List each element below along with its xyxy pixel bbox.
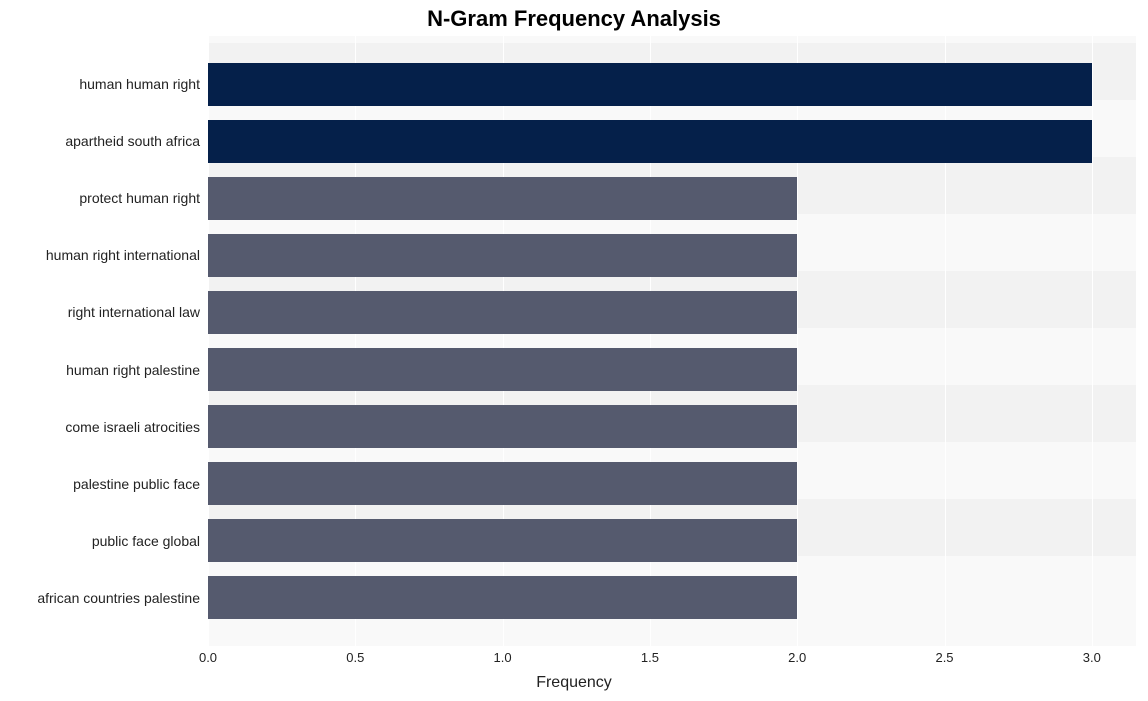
y-tick-label: human human right <box>0 76 200 92</box>
x-tick-label: 2.5 <box>935 650 953 665</box>
x-tick-label: 3.0 <box>1083 650 1101 665</box>
y-tick-label: public face global <box>0 533 200 549</box>
bar <box>208 462 797 506</box>
bar <box>208 63 1092 107</box>
bar <box>208 519 797 563</box>
bar <box>208 291 797 335</box>
bar <box>208 234 797 278</box>
x-tick-label: 1.0 <box>494 650 512 665</box>
y-tick-label: human right palestine <box>0 362 200 378</box>
x-tick-label: 0.0 <box>199 650 217 665</box>
y-tick-label: come israeli atrocities <box>0 419 200 435</box>
chart-title: N-Gram Frequency Analysis <box>0 6 1148 32</box>
y-tick-label: african countries palestine <box>0 590 200 606</box>
y-tick-label: apartheid south africa <box>0 133 200 149</box>
bar <box>208 576 797 620</box>
y-tick-label: protect human right <box>0 190 200 206</box>
x-tick-label: 2.0 <box>788 650 806 665</box>
x-gridline <box>1092 36 1093 646</box>
plot-area <box>208 36 1136 646</box>
y-tick-label: right international law <box>0 304 200 320</box>
bar <box>208 348 797 392</box>
y-tick-label: human right international <box>0 247 200 263</box>
bar <box>208 405 797 449</box>
y-tick-label: palestine public face <box>0 476 200 492</box>
x-axis-label: Frequency <box>0 674 1148 692</box>
ngram-frequency-chart: N-Gram Frequency Analysis human human ri… <box>0 0 1148 701</box>
x-tick-label: 1.5 <box>641 650 659 665</box>
bar <box>208 120 1092 164</box>
x-tick-label: 0.5 <box>346 650 364 665</box>
bar <box>208 177 797 221</box>
